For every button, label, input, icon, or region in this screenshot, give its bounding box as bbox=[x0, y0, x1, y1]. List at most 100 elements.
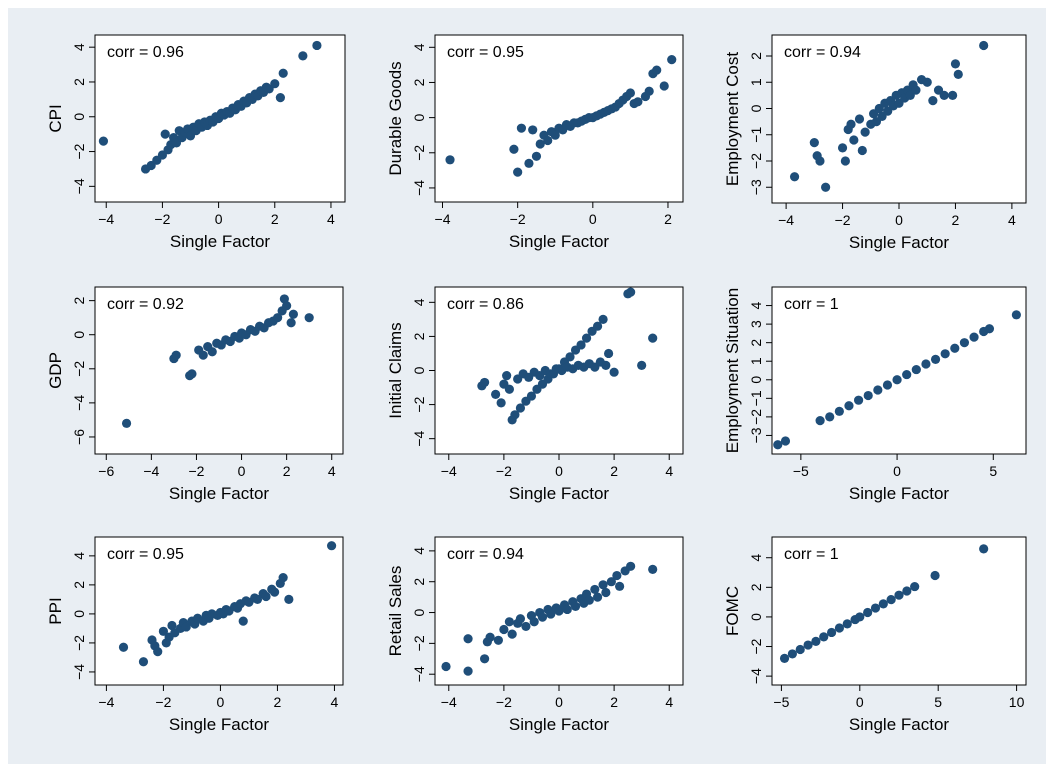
data-point bbox=[625, 88, 635, 98]
data-point bbox=[825, 412, 835, 422]
data-point bbox=[857, 145, 867, 156]
data-point bbox=[939, 90, 949, 100]
data-point bbox=[261, 591, 271, 602]
data-point bbox=[811, 636, 821, 646]
data-point bbox=[626, 561, 636, 571]
y-tick-label: 2 bbox=[748, 339, 764, 347]
data-point bbox=[809, 138, 819, 148]
data-point bbox=[819, 632, 829, 642]
y-tick-label: 2 bbox=[748, 583, 764, 591]
data-point bbox=[779, 653, 790, 663]
data-point bbox=[167, 620, 177, 631]
correlation-annotation: corr = 0.92 bbox=[107, 296, 184, 313]
scatter-panel: −5 0 5 10 −4 −2 0 2 4 Single Factor FOMC corr = 1 bbox=[723, 536, 1027, 734]
data-point bbox=[821, 182, 831, 192]
data-point bbox=[326, 541, 337, 551]
x-tick-label: −4 bbox=[441, 694, 457, 710]
data-point bbox=[158, 626, 169, 636]
data-point bbox=[550, 130, 560, 140]
x-tick-label: 2 bbox=[610, 694, 618, 710]
correlation-annotation: corr = 1 bbox=[784, 296, 839, 313]
y-tick-label: −2 bbox=[411, 396, 427, 412]
data-point bbox=[278, 573, 288, 583]
data-point bbox=[948, 90, 958, 100]
data-point bbox=[950, 343, 960, 353]
data-point bbox=[312, 40, 322, 51]
data-point bbox=[153, 647, 163, 657]
x-tick-label: 0 bbox=[555, 694, 563, 710]
data-point bbox=[576, 340, 586, 350]
data-point bbox=[516, 123, 527, 133]
data-point bbox=[529, 617, 539, 627]
plot-area bbox=[94, 286, 344, 455]
x-tick-label: 0 bbox=[856, 694, 864, 710]
x-tick-label: −2 bbox=[188, 463, 204, 479]
data-point bbox=[863, 390, 873, 401]
data-point bbox=[496, 398, 506, 408]
data-point bbox=[198, 350, 208, 360]
x-tick-label: 0 bbox=[215, 211, 223, 227]
data-point bbox=[510, 410, 520, 420]
data-point bbox=[815, 416, 825, 426]
data-point bbox=[592, 321, 603, 331]
data-point bbox=[480, 377, 490, 388]
data-point bbox=[181, 622, 191, 632]
y-tick-label: 0 bbox=[71, 331, 87, 339]
data-point bbox=[863, 607, 873, 618]
data-point bbox=[854, 114, 865, 124]
data-point bbox=[979, 40, 989, 51]
data-point bbox=[504, 384, 514, 394]
y-tick-label: −4 bbox=[411, 180, 427, 196]
data-point bbox=[921, 359, 931, 369]
data-point bbox=[504, 617, 514, 627]
data-point bbox=[515, 403, 526, 413]
data-point bbox=[940, 349, 950, 359]
x-axis-title: Single Factor bbox=[509, 484, 609, 503]
y-axis-title: Durable Goods bbox=[386, 61, 405, 175]
x-tick-label: 0 bbox=[893, 463, 901, 479]
data-point bbox=[187, 369, 197, 379]
data-point bbox=[633, 97, 643, 107]
data-point bbox=[826, 627, 837, 638]
data-point bbox=[521, 621, 531, 632]
y-axis-title: Initial Claims bbox=[386, 322, 405, 418]
x-tick-label: 4 bbox=[665, 463, 673, 479]
data-point bbox=[834, 623, 845, 633]
data-point bbox=[911, 364, 921, 375]
data-point bbox=[537, 612, 548, 622]
y-tick-label: −1 bbox=[748, 127, 764, 143]
data-point bbox=[499, 624, 509, 635]
data-point bbox=[304, 313, 314, 323]
data-point bbox=[515, 614, 526, 624]
data-point bbox=[853, 395, 864, 405]
plot-area bbox=[771, 536, 1027, 686]
x-tick-label: −4 bbox=[98, 694, 114, 710]
y-tick-label: 0 bbox=[71, 610, 87, 618]
data-point bbox=[1011, 310, 1021, 320]
y-axis-title: GDP bbox=[46, 352, 65, 389]
data-point bbox=[601, 360, 611, 370]
x-tick-label: −2 bbox=[154, 211, 170, 227]
data-point bbox=[491, 389, 501, 399]
x-axis-title: Single Factor bbox=[169, 715, 269, 734]
plot-area bbox=[771, 286, 1027, 455]
x-tick-label: −2 bbox=[496, 463, 512, 479]
y-tick-label: 4 bbox=[71, 552, 87, 560]
data-point bbox=[612, 570, 622, 581]
data-point bbox=[637, 360, 647, 370]
data-point bbox=[606, 577, 616, 587]
data-point bbox=[659, 81, 669, 91]
plot-area bbox=[771, 34, 1027, 204]
data-point bbox=[284, 594, 294, 604]
x-tick-label: −2 bbox=[510, 211, 526, 227]
y-tick-label: 0 bbox=[748, 376, 764, 384]
x-tick-label: 4 bbox=[331, 694, 339, 710]
data-point bbox=[855, 612, 865, 622]
data-point bbox=[902, 369, 912, 380]
y-tick-label: 2 bbox=[71, 581, 87, 589]
data-point bbox=[463, 666, 473, 676]
data-point bbox=[270, 79, 280, 89]
y-tick-label: −2 bbox=[748, 153, 764, 169]
y-axis-title: CPI bbox=[46, 104, 65, 132]
